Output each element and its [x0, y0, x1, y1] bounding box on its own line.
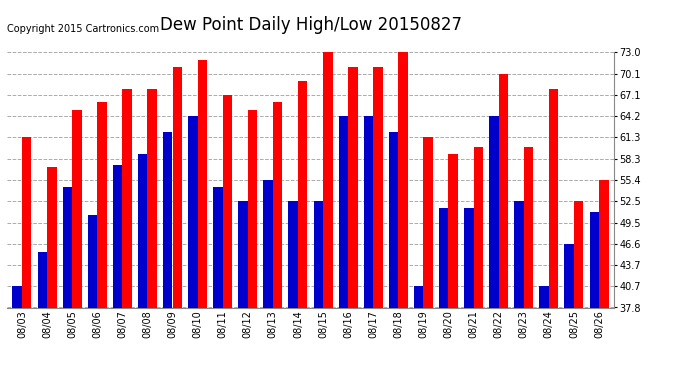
Bar — [499, 74, 509, 375]
Bar — [323, 53, 333, 375]
Bar — [414, 286, 424, 375]
Bar — [489, 116, 499, 375]
Bar — [47, 167, 57, 375]
Bar — [172, 67, 182, 375]
Bar — [97, 102, 107, 375]
Bar — [213, 186, 223, 375]
Bar — [238, 201, 248, 375]
Bar — [424, 137, 433, 375]
Bar — [524, 147, 533, 375]
Bar — [448, 154, 458, 375]
Bar — [197, 60, 207, 375]
Bar — [388, 132, 398, 375]
Bar — [298, 81, 308, 375]
Bar — [574, 201, 584, 375]
Bar — [264, 180, 273, 375]
Bar — [163, 132, 172, 375]
Bar — [122, 89, 132, 375]
Text: Copyright 2015 Cartronics.com: Copyright 2015 Cartronics.com — [7, 24, 159, 34]
Bar — [188, 116, 197, 375]
Bar — [138, 154, 148, 375]
Bar — [112, 165, 122, 375]
Bar — [464, 208, 473, 375]
Bar — [514, 201, 524, 375]
Bar — [148, 89, 157, 375]
Bar — [373, 67, 383, 375]
Bar — [313, 201, 323, 375]
Bar — [589, 212, 599, 375]
Bar — [339, 116, 348, 375]
Bar — [63, 186, 72, 375]
Bar — [398, 53, 408, 375]
Bar — [540, 286, 549, 375]
Bar — [348, 67, 357, 375]
Bar — [248, 111, 257, 375]
Bar — [564, 244, 574, 375]
Bar — [37, 252, 47, 375]
Bar — [22, 137, 32, 375]
Bar — [439, 208, 449, 375]
Bar — [549, 89, 558, 375]
Bar — [223, 95, 233, 375]
Bar — [599, 180, 609, 375]
Bar — [12, 286, 22, 375]
Bar — [288, 201, 298, 375]
Text: Dew Point Daily High/Low 20150827: Dew Point Daily High/Low 20150827 — [159, 16, 462, 34]
Bar — [72, 111, 81, 375]
Bar — [473, 147, 483, 375]
Bar — [273, 102, 282, 375]
Bar — [364, 116, 373, 375]
Bar — [88, 216, 97, 375]
